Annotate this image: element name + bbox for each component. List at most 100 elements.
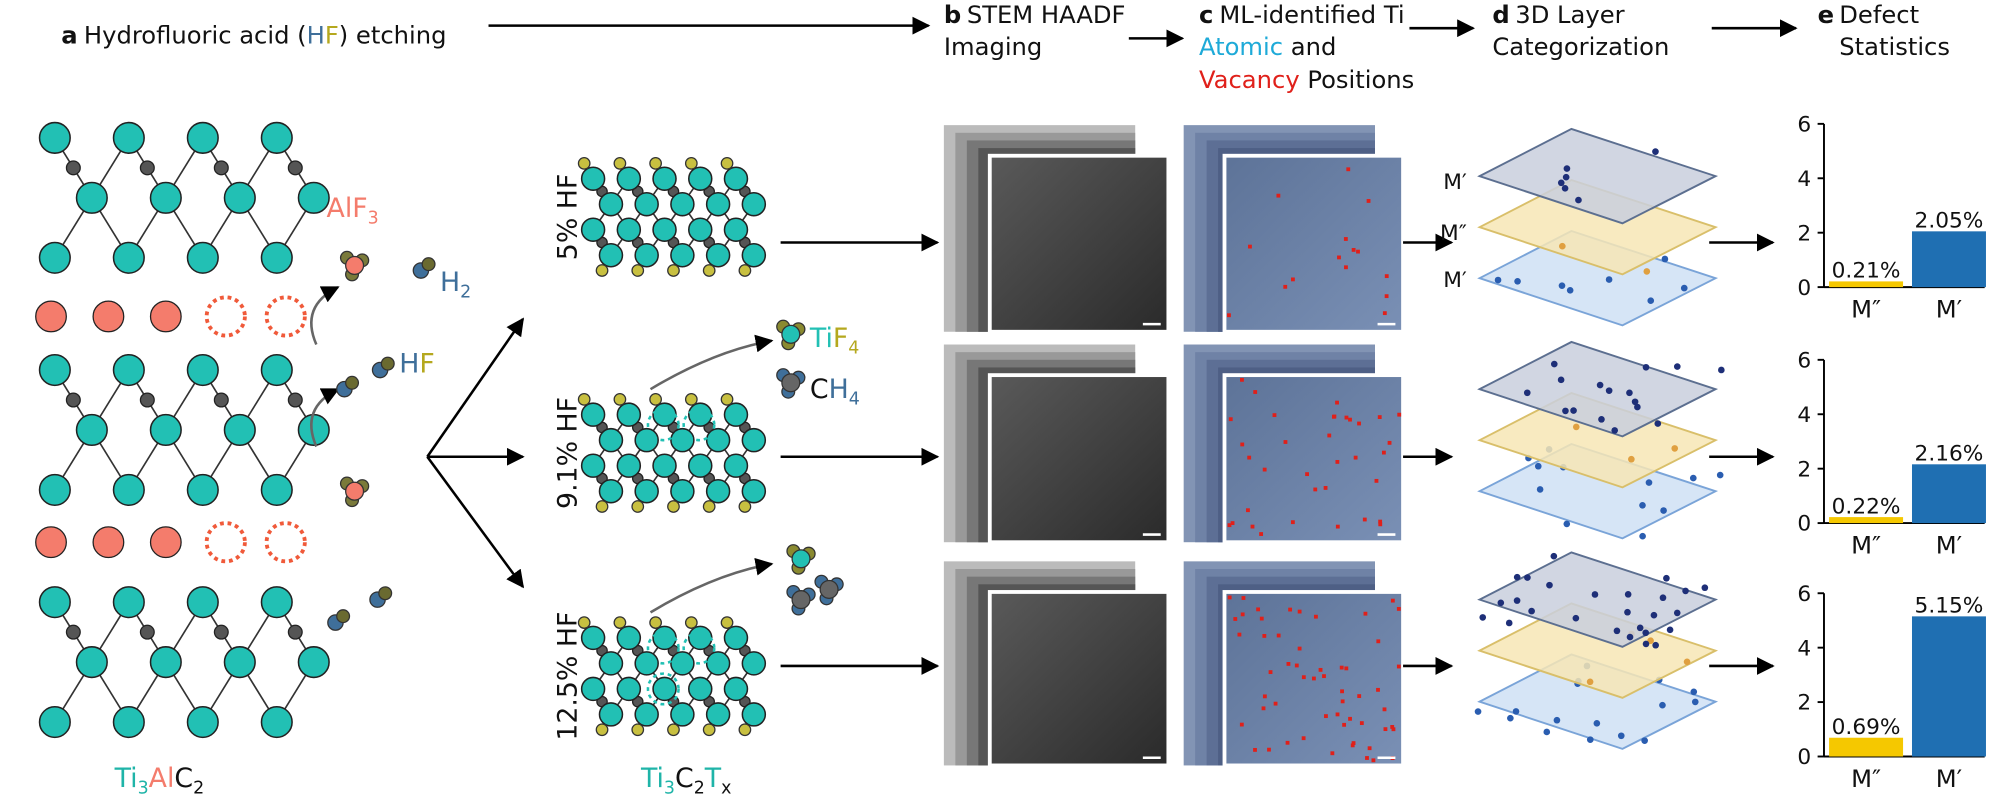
termination: [631, 723, 645, 737]
arrow: [426, 456, 525, 589]
defect-dot: [1591, 591, 1599, 598]
defect-dot: [1534, 462, 1542, 470]
panel-e-title: Defect: [1839, 1, 1919, 29]
ti-atom: [223, 181, 256, 214]
termination: [702, 264, 716, 277]
al-vacancy: [204, 521, 247, 564]
vacancy-marker: [1391, 727, 1396, 732]
panel-c-title: c: [1199, 1, 1213, 29]
ti-atom: [723, 166, 749, 191]
vacancy-marker: [1286, 662, 1291, 666]
y-tick-label: 0: [1797, 512, 1811, 537]
ti-atom: [616, 402, 642, 427]
text-part: 2: [193, 778, 204, 798]
text-part: C: [174, 763, 193, 794]
concentration: 12.5% HF: [553, 612, 584, 741]
vacancy-marker: [1367, 746, 1372, 751]
vacancy-marker: [1343, 237, 1348, 241]
defect-dot: [1474, 708, 1482, 715]
ti-atom: [260, 241, 293, 274]
ti-atom: [688, 625, 713, 651]
vacancy-marker: [1262, 694, 1267, 699]
ti-atom: [38, 121, 71, 154]
alf3-label: AlF3​: [327, 193, 379, 228]
ti-atom: [723, 625, 749, 651]
text-part: Ti: [809, 323, 833, 354]
x-tick-label: M′: [1936, 296, 1962, 324]
defect-dot: [1626, 389, 1633, 397]
termination: [613, 392, 627, 406]
defect-dot: [1593, 720, 1601, 727]
text-part: Al: [149, 763, 175, 794]
vacancy-marker: [1374, 478, 1379, 483]
ti-atom: [223, 413, 256, 447]
ti-atom: [652, 676, 677, 702]
text-part: 2: [460, 282, 471, 302]
defect-dot: [1628, 455, 1635, 463]
defect-dot: [1659, 594, 1667, 602]
x-tick-label: M″: [1851, 296, 1881, 324]
ti-atom: [38, 473, 71, 506]
termination: [649, 616, 662, 629]
vacancy-marker: [1259, 532, 1264, 536]
vacancy-marker: [1285, 740, 1290, 745]
ml-image: [1222, 373, 1405, 545]
ti-atom: [723, 217, 749, 242]
ti-atom: [112, 586, 145, 619]
defect-dot: [1671, 445, 1679, 452]
vacancy-marker: [1297, 609, 1302, 614]
ti-atom: [670, 191, 695, 217]
ti-atom: [38, 586, 71, 619]
ti-atom: [112, 241, 145, 274]
concentration: 5% HF: [553, 174, 584, 261]
molecule-atom: [781, 373, 801, 393]
ch4-label: CH4​: [810, 374, 860, 409]
al-vacancy: [264, 521, 307, 564]
text-part: Statistics: [1839, 33, 1950, 61]
molecule-atom: [781, 324, 801, 344]
text-part: Hydrofluoric acid (: [84, 21, 307, 49]
vacancy-marker: [1313, 487, 1318, 492]
ti-atom: [634, 651, 659, 676]
vacancy-marker: [1381, 450, 1386, 455]
termination: [738, 500, 752, 513]
ti-atom: [741, 651, 767, 676]
ti-atom: [670, 478, 695, 504]
vacancy-marker: [1288, 607, 1293, 612]
text-part: AlF: [327, 193, 368, 224]
defect-dot: [1650, 611, 1658, 619]
bar: [1911, 464, 1986, 524]
formula: Ti3​AlC2​: [114, 763, 205, 798]
vacancy-marker: [1248, 244, 1252, 249]
defect-dot: [1566, 286, 1574, 294]
defect-dot: [1647, 297, 1655, 305]
vacancy-marker: [1356, 249, 1360, 254]
text-part: and: [1283, 33, 1336, 61]
defect-dot: [1645, 479, 1653, 486]
ti-atom: [634, 242, 659, 268]
text-part: Positions: [1300, 66, 1415, 94]
termination: [613, 157, 627, 170]
curve-arrow: [649, 334, 774, 391]
text-part: 4: [849, 389, 860, 409]
panel-b-title: STEM HAADF: [967, 1, 1126, 29]
ti-atom: [186, 353, 219, 387]
vacancy-marker: [1273, 701, 1278, 706]
value-label: 0.69%: [1832, 715, 1901, 740]
vacancy-marker: [1335, 400, 1339, 405]
tif4-label: TiF4​: [809, 323, 859, 358]
ti-atom: [670, 651, 695, 676]
ti-atom: [670, 427, 695, 453]
defect-dot: [1689, 474, 1697, 482]
defect-dot: [1682, 587, 1689, 595]
value-label: 0.21%: [1832, 259, 1901, 284]
y-tick-label: 6: [1797, 348, 1811, 373]
defect-dot: [1652, 641, 1659, 649]
defect-dot: [1557, 179, 1565, 187]
vacancy-marker: [1239, 722, 1244, 727]
al-vacancy: [204, 295, 247, 338]
ti-atom: [616, 453, 642, 478]
ti-atom: [598, 191, 624, 217]
vacancy-marker: [1297, 646, 1302, 651]
defect-dot: [1631, 398, 1639, 406]
